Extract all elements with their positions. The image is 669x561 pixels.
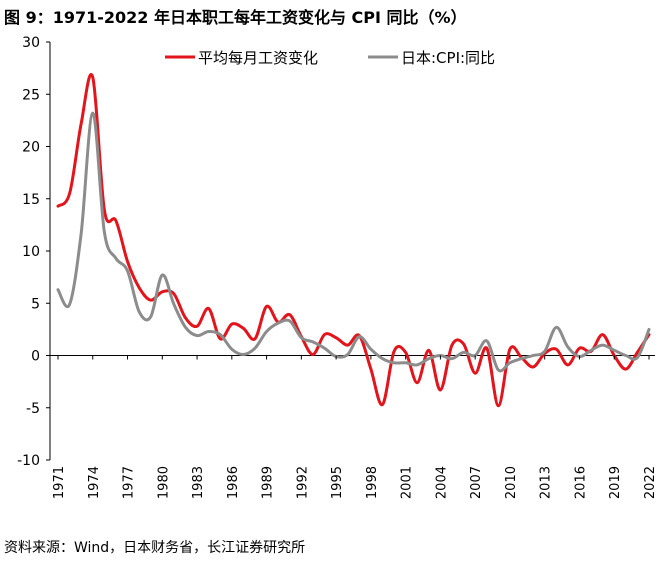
y-tick-label: 10: [22, 244, 40, 260]
y-tick-label: 20: [22, 140, 40, 156]
x-tick-label: 1974: [87, 466, 102, 499]
x-tick-label: 1977: [122, 466, 137, 499]
source-note: 资料来源：Wind，日本财务省，长江证券研究所: [4, 540, 306, 556]
x-tick-label: 2016: [573, 466, 588, 499]
y-tick-label: 25: [22, 87, 40, 103]
x-tick-label: 2001: [400, 466, 415, 499]
x-tick-label: 1989: [261, 466, 276, 499]
legend-label: 平均每月工资变化: [198, 49, 318, 67]
x-tick-label: 1971: [52, 466, 67, 499]
wage-change-line: [56, 73, 651, 408]
x-tick-label: 2010: [504, 466, 519, 499]
y-tick-label: 15: [22, 192, 40, 208]
y-tick-label: 5: [31, 296, 40, 312]
x-tick-label: 1980: [156, 466, 171, 499]
x-tick-label: 2019: [608, 466, 623, 499]
y-tick-label: -10: [17, 453, 40, 469]
x-axis-ticks: 1971 1974 1977 1980 1983 1986 1989 1992 1995 1998…: [52, 355, 658, 499]
y-tick-label: -5: [26, 401, 40, 417]
x-tick-label: 1986: [226, 466, 241, 499]
x-tick-label: 1992: [295, 466, 310, 499]
y-axis-ticks: 30 25 20 15 10 5 0 -5 -10: [17, 35, 50, 469]
cpi-yoy-line: [56, 111, 651, 373]
x-tick-label: 2007: [469, 466, 484, 499]
x-tick-label: 2004: [434, 466, 449, 499]
legend-label: 日本:CPI:同比: [401, 49, 495, 67]
x-tick-label: 2022: [643, 466, 658, 499]
axes: [49, 42, 655, 460]
x-tick-label: 1983: [191, 466, 206, 499]
x-tick-label: 1995: [330, 466, 345, 499]
series-lines: [56, 73, 651, 408]
y-tick-label: 30: [22, 35, 40, 51]
x-tick-label: 2013: [539, 466, 554, 499]
y-tick-label: 0: [31, 349, 40, 365]
figure-title: 图 9：1971-2022 年日本职工每年工资变化与 CPI 同比（%）: [4, 8, 467, 27]
x-tick-label: 1998: [365, 466, 380, 499]
legend: 平均每月工资变化 日本:CPI:同比: [165, 49, 495, 67]
